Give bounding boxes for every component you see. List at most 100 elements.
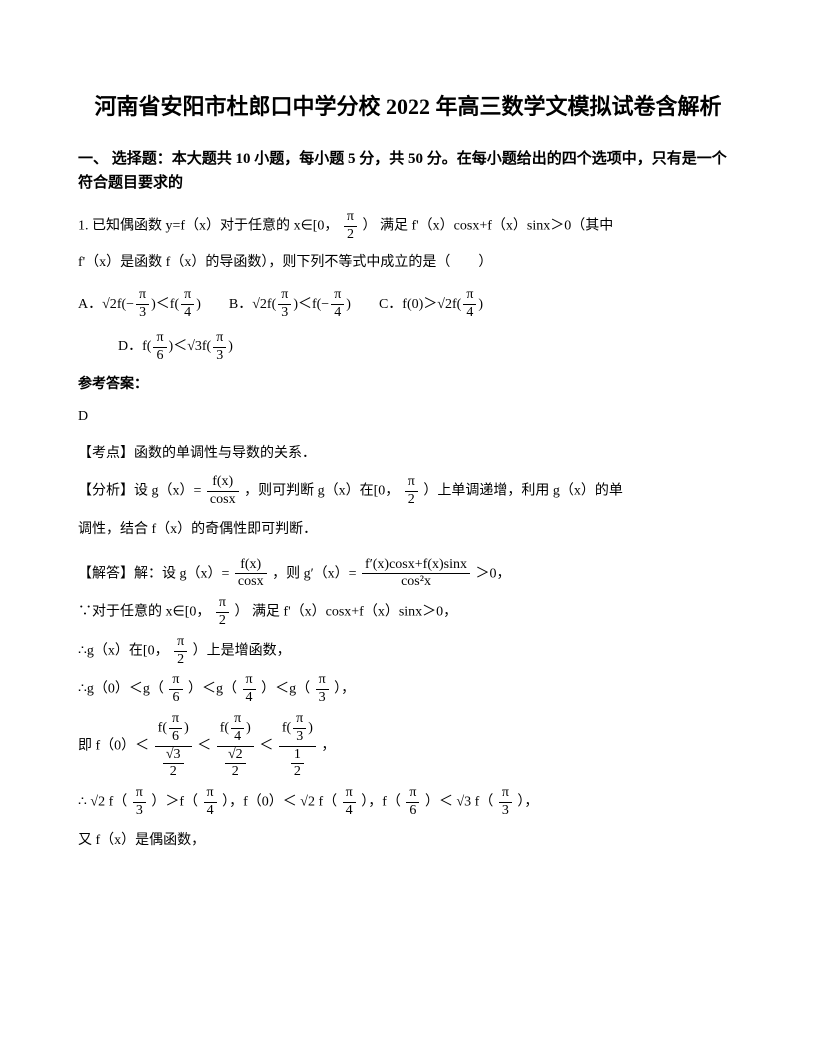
- fenxi-line2: 调性，结合 f（x）的奇偶性即可判断．: [78, 513, 738, 547]
- opt-b-end: ): [346, 292, 351, 317]
- frac-den: 3: [316, 690, 329, 707]
- opt-c-f1: f(: [452, 292, 461, 317]
- opt-a-frac2: π 4: [181, 287, 194, 322]
- chain-pre: ∴g（0）＜g（: [78, 682, 164, 697]
- opt-d-mid: )＜: [169, 334, 188, 359]
- concl-end: ），: [517, 795, 538, 810]
- concl-m4: ）＜: [425, 795, 453, 810]
- frac-den: 6: [169, 729, 182, 746]
- frac-num: π: [406, 785, 419, 803]
- frac-num: π: [278, 287, 291, 305]
- opt-b-frac2: π 4: [331, 287, 344, 322]
- concl-frac1: π 3: [133, 785, 146, 820]
- opt-c-f0: f(0)＞: [402, 292, 437, 317]
- opt-b-mid: )＜f(−: [293, 292, 329, 317]
- frac-num: π: [133, 785, 146, 803]
- options-row-2: D． f( π 6 )＜ √3 f( π 3 ): [78, 330, 738, 365]
- frac-num: π: [213, 330, 226, 348]
- frac-den: 2: [216, 613, 229, 630]
- ineq-m2: ＜: [259, 738, 273, 753]
- frac-den: cosx: [235, 574, 267, 591]
- opt-d-f1: f(: [142, 334, 151, 359]
- fenxi-pre: 【分析】设 g（x）=: [78, 484, 201, 499]
- frac-num: π: [136, 287, 149, 305]
- frac-num: f(π3): [279, 711, 316, 747]
- fenxi-line1: 【分析】设 g（x）= f(x) cosx ，则可判断 g（x）在[0， π 2…: [78, 474, 738, 509]
- opt-a-label: A．: [78, 292, 102, 317]
- fenxi-post: ）上单调递增，利用 g（x）的单: [423, 484, 623, 499]
- opt-a-sqrt: √2: [102, 292, 117, 317]
- opt-d-sqrt: √3: [187, 334, 202, 359]
- options-row-1: A． √2 f(− π 3 )＜f( π 4 ) B． √2 f( π 3 )＜…: [78, 287, 738, 322]
- frac-den: 3: [278, 305, 291, 322]
- jieda-frac1: f(x) cosx: [235, 557, 267, 592]
- option-b: B． √2 f( π 3 )＜f(− π 4 ): [229, 287, 351, 322]
- option-c: C． f(0)＞ √2 f( π 4 ): [379, 287, 483, 322]
- frac-den: 6: [169, 690, 182, 707]
- jieda-post: ＞0，: [475, 566, 510, 581]
- because-interval: x∈[0，: [166, 605, 211, 620]
- concl-frac4: π 6: [406, 785, 419, 820]
- frac-num: π: [153, 330, 166, 348]
- chain-f1: π 6: [169, 672, 182, 707]
- frac-den: cosx: [207, 492, 239, 509]
- frac-num: π: [343, 785, 356, 803]
- because-close: ）: [234, 605, 248, 620]
- frac-den: 4: [204, 803, 217, 820]
- ineq-c2: f(π4) √22: [217, 711, 254, 781]
- opt-b-f1: f(: [267, 292, 276, 317]
- frac-num: π: [231, 711, 244, 729]
- concl-f1: f（: [109, 795, 128, 810]
- option-d: D． f( π 6 )＜ √3 f( π 3 ): [118, 330, 233, 365]
- frac-den: 4: [181, 305, 194, 322]
- frac-den: 3: [133, 803, 146, 820]
- frac-num: √2: [225, 747, 246, 765]
- opt-b-label: B．: [229, 292, 252, 317]
- ineq-m1: ＜: [197, 738, 211, 753]
- frac-den: 6: [406, 803, 419, 820]
- frac-num: π: [344, 209, 357, 227]
- concl-m3: ），f（: [361, 795, 401, 810]
- frac-den: 3: [293, 729, 306, 746]
- opt-c-sqrt: √2: [437, 292, 452, 317]
- frac-den: cos²x: [362, 574, 470, 591]
- frac-den: 12: [279, 747, 316, 782]
- frac-den: 4: [231, 729, 244, 746]
- q1-cond: 满足 f'（x）cosx+f（x）sinx＞0（其中: [380, 219, 613, 234]
- frac-num: π: [181, 287, 194, 305]
- because-half: π 2: [216, 595, 229, 630]
- frac-num: π: [293, 711, 306, 729]
- conclusion-line: ∴ √2 f（ π 3 ）＞f（ π 4 ），f（0）＜ √2 f（ π 4 ）…: [78, 785, 738, 820]
- frac-num: f′(x)cosx+f(x)sinx: [362, 557, 470, 575]
- frac-den: 4: [243, 690, 256, 707]
- frac-den: 3: [213, 348, 226, 365]
- chain-m1: ）＜g（: [188, 682, 237, 697]
- q1-half-frac: π 2: [344, 209, 357, 244]
- opt-d-frac2: π 3: [213, 330, 226, 365]
- opt-d-frac1: π 6: [153, 330, 166, 365]
- frac-num: π: [316, 672, 329, 690]
- opt-a-frac1: π 3: [136, 287, 149, 322]
- opt-c-label: C．: [379, 292, 402, 317]
- because-post: 满足 f'（x）cosx+f（x）sinx＞0，: [252, 605, 457, 620]
- chain-f3: π 3: [316, 672, 329, 707]
- jieda-mid1: ，则 g′（x）=: [272, 566, 356, 581]
- frac-den: 2: [225, 764, 246, 781]
- page-title: 河南省安阳市杜郎口中学分校 2022 年高三数学文模拟试卷含解析: [78, 90, 738, 123]
- inc-pre: ∴g（x）在[0，: [78, 643, 169, 658]
- question-1-line1: 1. 已知偶函数 y=f（x）对于任意的 x∈[0， π 2 ） 满足 f'（x…: [78, 209, 738, 244]
- opt-c-end: ): [478, 292, 483, 317]
- concl-f3: f（: [318, 795, 337, 810]
- ineq-pre: 即 f（0）＜: [78, 738, 149, 753]
- concl-sqrt2b: √2: [300, 795, 315, 810]
- increasing-line: ∴g（x）在[0， π 2 ）上是增函数，: [78, 634, 738, 669]
- frac-num: π: [499, 785, 512, 803]
- jieda-pre: 【解答】解：设 g（x）=: [78, 566, 229, 581]
- frac-den: 3: [136, 305, 149, 322]
- opt-a-end: ): [196, 292, 201, 317]
- fenxi-mid: ，则可判断 g（x）在[0，: [244, 484, 399, 499]
- frac-num: π: [204, 785, 217, 803]
- frac-den: 4: [331, 305, 344, 322]
- opt-c-frac: π 4: [463, 287, 476, 322]
- opt-a-mid: )＜f(: [151, 292, 179, 317]
